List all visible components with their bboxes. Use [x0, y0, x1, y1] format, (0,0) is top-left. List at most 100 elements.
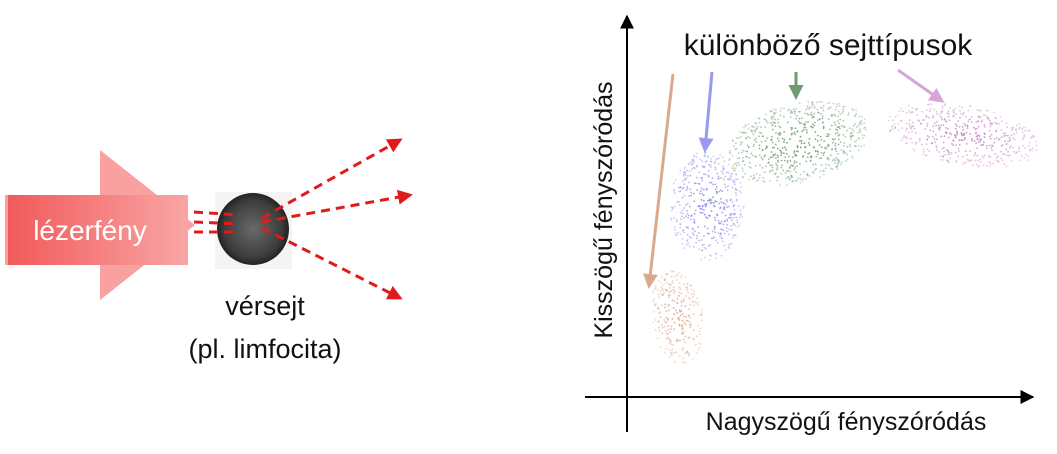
cell-dot: [692, 313, 695, 316]
cell-dot: [704, 256, 706, 259]
cell-dot: [659, 311, 662, 314]
cell-dot: [823, 170, 825, 173]
cell-dot: [803, 170, 806, 173]
cell-dot: [784, 146, 786, 149]
cell-dot: [700, 258, 703, 261]
cell-dot: [726, 189, 729, 192]
cell-dot: [1018, 146, 1021, 149]
cell-dot: [791, 176, 793, 179]
cell-dot: [858, 115, 860, 118]
cell-dot: [679, 169, 682, 172]
cell-dot: [933, 122, 936, 124]
cell-dot: [671, 206, 674, 209]
cell-dot: [946, 112, 949, 115]
cell-dot: [771, 124, 774, 127]
cell-dot: [972, 164, 974, 167]
cell-dot: [834, 137, 837, 140]
cell-dot: [939, 112, 942, 115]
cell-dot: [699, 343, 702, 346]
cell-dot: [1000, 120, 1003, 123]
cell-dot: [657, 293, 660, 296]
cell-dot: [689, 326, 692, 329]
cell-dot: [913, 149, 916, 152]
cell-dot: [665, 282, 668, 284]
cell-dot: [726, 219, 729, 222]
cell-dot: [652, 291, 654, 294]
cell-dot: [979, 140, 981, 143]
cell-dot: [744, 173, 746, 175]
cell-dot: [670, 289, 673, 292]
cell-dot: [765, 165, 768, 168]
cell-dot: [740, 186, 743, 189]
cell-dot: [969, 105, 971, 108]
cell-dot: [894, 127, 897, 130]
cell-dot: [701, 177, 704, 179]
cell-dot: [916, 107, 919, 109]
cell-dot: [662, 283, 665, 286]
cell-dot: [680, 218, 682, 221]
cell-dot: [820, 139, 823, 141]
cell-dot: [908, 122, 911, 125]
cell-dot: [825, 135, 828, 138]
cell-dot: [961, 106, 964, 109]
cell-dot: [1008, 136, 1011, 139]
cell-dot: [834, 144, 837, 147]
cell-dot: [676, 298, 679, 300]
cell-dot: [844, 151, 847, 154]
cell-dot: [828, 164, 831, 167]
cell-dot: [751, 131, 753, 133]
cell-dot: [1001, 159, 1004, 162]
cell-dot: [855, 109, 857, 111]
cell-dot: [803, 126, 806, 129]
cell-dot: [842, 152, 845, 154]
cell-dot: [939, 155, 942, 157]
cell-dot: [684, 174, 687, 176]
cell-dot: [858, 137, 861, 140]
cell-dot: [769, 109, 772, 112]
cell-dot: [789, 116, 792, 118]
cell-dot: [734, 173, 737, 175]
cell-dot: [699, 190, 702, 193]
cell-dot: [724, 248, 727, 251]
cell-dot: [966, 127, 969, 130]
cell-dot: [728, 157, 731, 160]
cell-dot: [908, 109, 911, 112]
cell-dot: [707, 175, 710, 178]
cell-dot: [954, 136, 957, 139]
cell-dot: [929, 108, 932, 110]
cell-dot: [969, 133, 971, 135]
cell-dot: [742, 206, 745, 209]
cell-dot: [808, 175, 811, 177]
cell-dot: [659, 290, 662, 293]
cell-dot: [789, 177, 792, 180]
cell-dot: [982, 164, 985, 166]
cell-dot: [659, 293, 662, 296]
cell-dot: [748, 165, 751, 168]
cell-dot: [751, 125, 754, 128]
cell-dot: [1021, 138, 1024, 141]
cell-dot: [732, 140, 735, 143]
cell-dot: [664, 278, 667, 281]
cell-dot: [965, 143, 968, 145]
cell-dot: [783, 131, 786, 133]
cell-dot: [821, 100, 823, 103]
cell-dot: [698, 342, 700, 344]
cell-dot: [678, 204, 681, 206]
cell-dot: [769, 171, 771, 173]
cell-dot: [924, 154, 927, 157]
cell-dot: [698, 171, 701, 174]
cell-dot: [758, 154, 761, 157]
cell-dot: [764, 140, 767, 142]
cell-dot: [707, 199, 709, 202]
cell-dot: [743, 126, 745, 129]
cell-dot: [958, 139, 961, 142]
cell-dot: [777, 118, 779, 121]
cell-dot: [1031, 134, 1034, 137]
cell-dot: [770, 138, 773, 141]
scatter-arrow: [261, 138, 403, 220]
cell-dot: [961, 139, 964, 142]
cell-dot: [720, 170, 723, 173]
cell-dot: [700, 199, 703, 201]
cell-dot: [806, 131, 808, 134]
cell-dot: [701, 319, 703, 322]
